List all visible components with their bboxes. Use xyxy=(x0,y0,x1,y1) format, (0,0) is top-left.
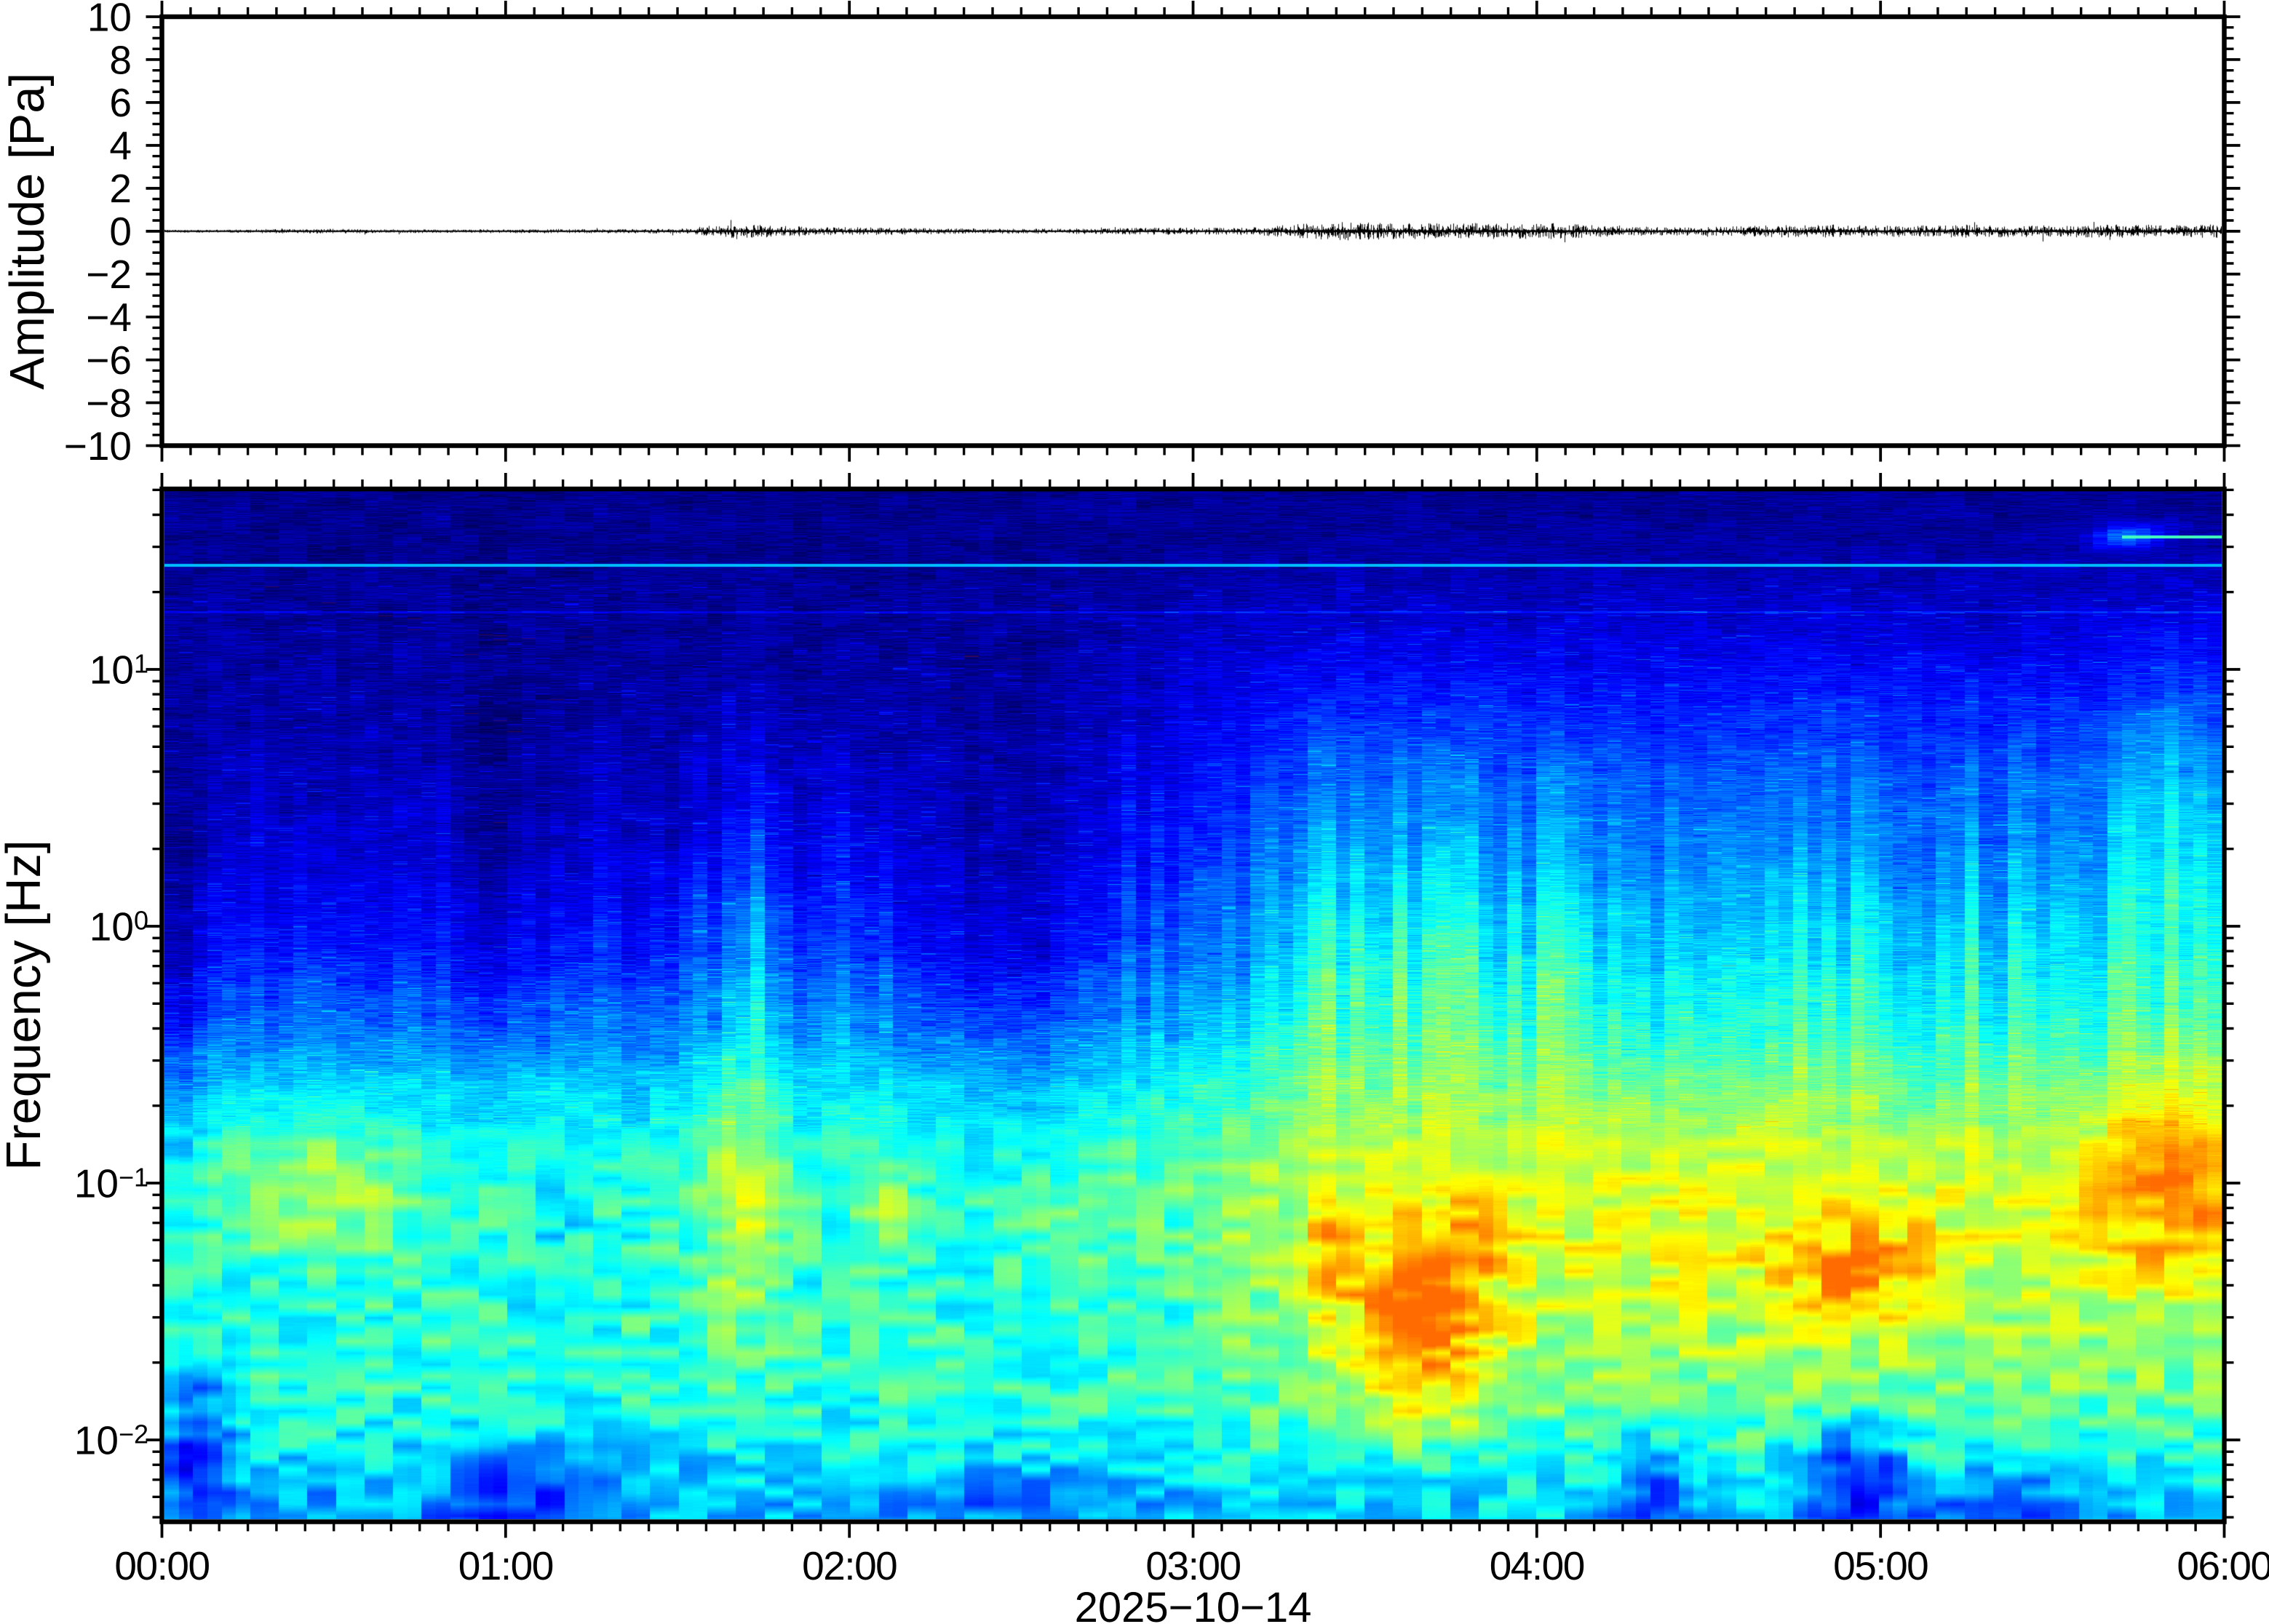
svg-text:100: 100 xyxy=(90,904,148,949)
svg-text:−2: −2 xyxy=(86,252,132,297)
svg-text:Amplitude [Pa]: Amplitude [Pa] xyxy=(0,73,55,390)
svg-text:10: 10 xyxy=(87,0,132,39)
svg-text:04:00: 04:00 xyxy=(1490,1543,1584,1588)
svg-text:2025−10−14: 2025−10−14 xyxy=(1075,1584,1312,1624)
svg-text:2: 2 xyxy=(109,166,132,211)
svg-text:10−2: 10−2 xyxy=(74,1417,148,1462)
svg-text:−8: −8 xyxy=(86,381,132,426)
svg-text:−6: −6 xyxy=(86,338,132,383)
svg-text:0: 0 xyxy=(109,209,132,254)
svg-text:101: 101 xyxy=(90,647,148,692)
svg-text:03:00: 03:00 xyxy=(1145,1543,1240,1588)
svg-text:−4: −4 xyxy=(86,295,132,340)
svg-text:05:00: 05:00 xyxy=(1833,1543,1928,1588)
svg-text:6: 6 xyxy=(109,80,132,125)
svg-text:01:00: 01:00 xyxy=(458,1543,553,1588)
svg-text:10−1: 10−1 xyxy=(74,1161,148,1206)
svg-text:06:00: 06:00 xyxy=(2177,1543,2269,1588)
svg-text:02:00: 02:00 xyxy=(802,1543,897,1588)
svg-text:00:00: 00:00 xyxy=(114,1543,209,1588)
svg-text:−10: −10 xyxy=(64,423,132,469)
svg-text:Frequency [Hz]: Frequency [Hz] xyxy=(0,840,51,1170)
svg-text:8: 8 xyxy=(109,37,132,82)
svg-text:4: 4 xyxy=(109,123,132,168)
